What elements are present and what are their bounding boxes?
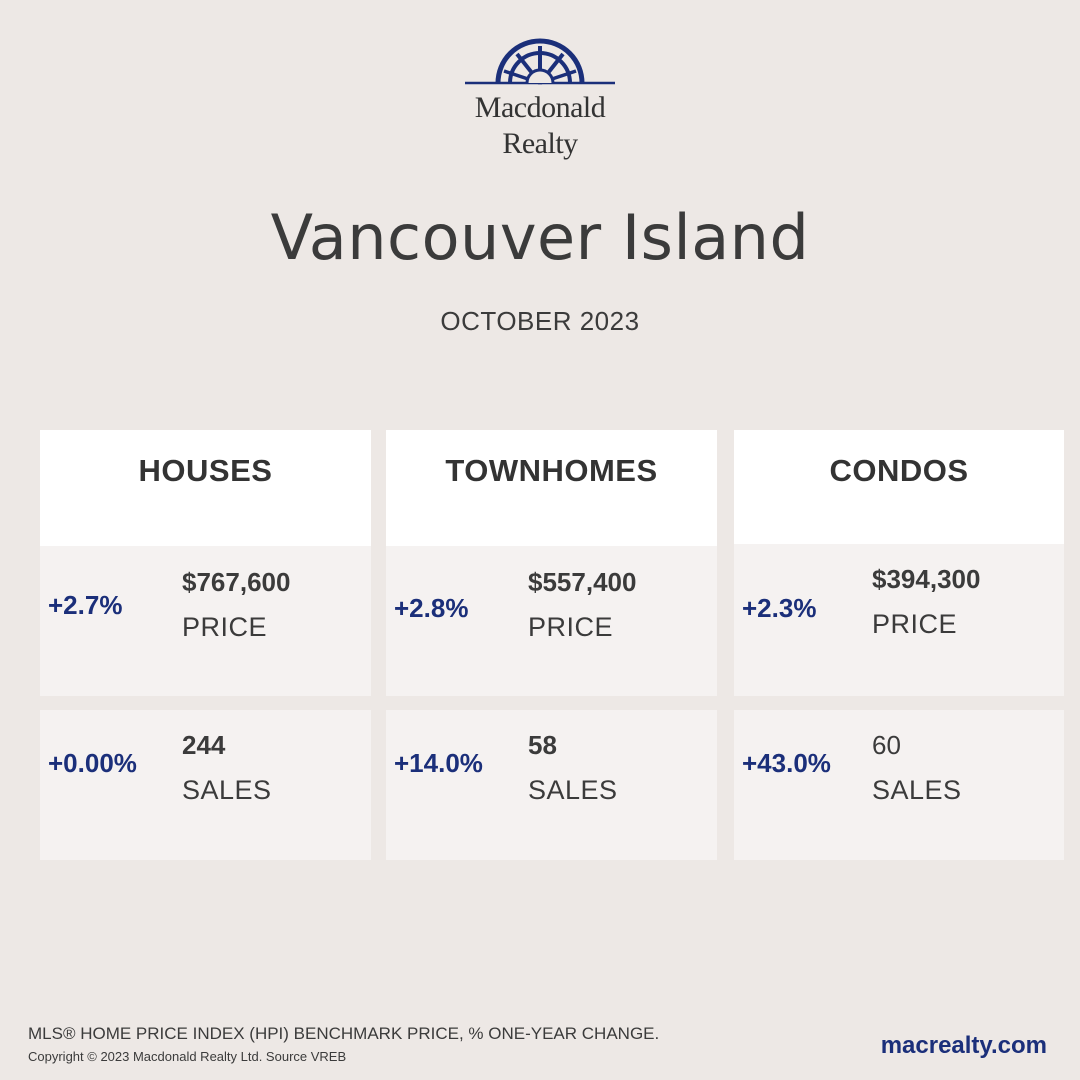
houses-price-value: $767,600 [182,567,291,597]
condos-sales-value: 60 [872,730,901,760]
brand-logo: Macdonald Realty [440,38,640,168]
condos-price-change: +2.3% [742,593,817,623]
condos-price-label: PRICE [872,609,958,639]
townhomes-sales-change: +14.0% [394,748,483,778]
houses-heading: HOUSES [138,453,273,488]
methodology-note: MLS® HOME PRICE INDEX (HPI) BENCHMARK PR… [28,1024,660,1043]
townhomes-sales-value: 58 [528,730,557,760]
page-title: Vancouver Island [270,201,810,274]
houses-price-label: PRICE [182,612,268,642]
townhomes-sales-card: +14.0% 58 SALES [386,710,717,860]
sunburst-arch-icon [465,38,615,85]
condos-header-card: CONDOS [734,430,1064,544]
condos-sales-label: SALES [872,775,962,805]
brand-name-line1: Macdonald [474,91,606,124]
houses-header-card: HOUSES [40,430,371,546]
brand-name-line2: Realty [502,127,578,160]
townhomes-price-label: PRICE [528,612,614,642]
page-subtitle: OCTOBER 2023 [440,306,640,336]
houses-sales-label: SALES [182,775,272,805]
houses-sales-change: +0.00% [48,748,137,778]
townhomes-sales-label: SALES [528,775,618,805]
website-link[interactable]: macrealty.com [880,1032,1047,1059]
houses-sales-card: +0.00% 244 SALES [40,710,371,860]
condos-price-card: +2.3% $394,300 PRICE [734,544,1064,696]
condos-heading: CONDOS [829,453,969,488]
townhomes-price-change: +2.8% [394,593,469,623]
houses-price-change: +2.7% [48,590,123,620]
houses-sales-value: 244 [182,730,226,760]
houses-price-card: +2.7% $767,600 PRICE [40,546,371,696]
copyright-text: Copyright © 2023 Macdonald Realty Ltd. S… [28,1049,347,1064]
condos-price-value: $394,300 [872,564,981,594]
townhomes-heading: TOWNHOMES [445,453,658,488]
townhomes-price-value: $557,400 [528,567,637,597]
condos-sales-card: +43.0% 60 SALES [734,710,1064,860]
townhomes-price-card: +2.8% $557,400 PRICE [386,546,717,696]
condos-sales-change: +43.0% [742,748,831,778]
townhomes-header-card: TOWNHOMES [386,430,717,546]
